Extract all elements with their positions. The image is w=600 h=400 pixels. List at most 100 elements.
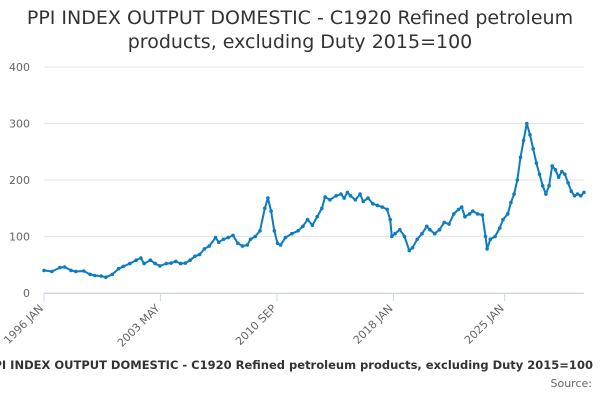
data-point[interactable] [375, 203, 380, 208]
data-point[interactable] [296, 229, 300, 233]
data-point[interactable] [169, 261, 173, 265]
data-point[interactable] [334, 194, 339, 198]
data-point[interactable] [202, 247, 207, 251]
data-point[interactable] [69, 268, 73, 273]
data-point[interactable] [121, 264, 126, 269]
data-point[interactable] [245, 243, 250, 247]
data-point[interactable] [371, 201, 375, 206]
data-point[interactable] [366, 196, 370, 200]
data-point[interactable] [88, 272, 92, 277]
data-point[interactable] [275, 241, 280, 246]
data-point[interactable] [62, 265, 67, 269]
data-point[interactable] [269, 209, 273, 213]
data-point[interactable] [216, 240, 221, 244]
data-point[interactable] [493, 234, 497, 239]
data-point[interactable] [544, 192, 548, 196]
data-point[interactable] [579, 194, 583, 198]
data-point[interactable] [531, 147, 535, 151]
data-point[interactable] [506, 212, 510, 216]
data-point[interactable] [283, 235, 288, 240]
data-point[interactable] [236, 241, 240, 246]
data-point[interactable] [301, 224, 305, 229]
data-point[interactable] [388, 217, 393, 222]
data-point[interactable] [537, 172, 542, 177]
data-point[interactable] [258, 229, 262, 233]
data-point[interactable] [207, 244, 211, 248]
data-point[interactable] [410, 246, 415, 250]
data-point[interactable] [42, 268, 46, 273]
data-point[interactable] [110, 272, 115, 277]
data-point[interactable] [380, 205, 385, 209]
data-point[interactable] [498, 226, 502, 230]
data-point[interactable] [148, 258, 153, 263]
data-point[interactable] [193, 254, 197, 259]
data-point[interactable] [525, 121, 529, 126]
data-point[interactable] [358, 192, 362, 196]
data-point[interactable] [488, 237, 493, 242]
data-point[interactable] [563, 172, 567, 177]
data-point[interactable] [471, 209, 475, 213]
legend[interactable]: PPI INDEX OUTPUT DOMESTIC - C1920 Refine… [0, 358, 600, 372]
data-point[interactable] [348, 194, 353, 198]
data-point[interactable] [569, 189, 574, 194]
data-point[interactable] [432, 231, 437, 236]
data-point[interactable] [58, 265, 62, 270]
data-point[interactable] [572, 194, 577, 198]
data-point[interactable] [398, 227, 402, 232]
data-point[interactable] [231, 233, 235, 238]
data-point[interactable] [339, 192, 343, 196]
data-point[interactable] [213, 235, 218, 240]
data-point[interactable] [188, 258, 192, 263]
data-point[interactable] [407, 248, 412, 253]
data-point[interactable] [456, 207, 461, 212]
data-point[interactable] [442, 220, 447, 225]
data-point[interactable] [142, 261, 146, 266]
data-point[interactable] [566, 181, 570, 185]
data-point[interactable] [385, 207, 389, 212]
data-point[interactable] [310, 223, 315, 227]
data-point[interactable] [328, 198, 332, 202]
data-point[interactable] [550, 164, 554, 168]
data-point[interactable] [390, 234, 394, 239]
data-point[interactable] [178, 261, 183, 266]
data-point[interactable] [134, 258, 138, 263]
data-point[interactable] [582, 190, 586, 195]
data-point[interactable] [128, 261, 132, 266]
data-point[interactable] [501, 217, 505, 222]
data-point[interactable] [226, 235, 230, 240]
data-point[interactable] [420, 231, 424, 236]
data-point[interactable] [290, 231, 294, 236]
data-point[interactable] [560, 169, 564, 174]
data-point[interactable] [509, 200, 513, 205]
data-point[interactable] [452, 212, 456, 216]
data-point[interactable] [345, 190, 350, 195]
data-point[interactable] [534, 161, 539, 165]
data-point[interactable] [540, 183, 545, 188]
data-point[interactable] [485, 247, 489, 251]
data-point[interactable] [164, 261, 169, 266]
data-point[interactable] [521, 138, 526, 143]
data-point[interactable] [447, 222, 451, 226]
data-point[interactable] [437, 227, 442, 232]
data-point[interactable] [547, 183, 551, 188]
data-point[interactable] [74, 269, 78, 274]
data-point[interactable] [467, 212, 472, 216]
data-point[interactable] [305, 217, 310, 222]
data-point[interactable] [197, 252, 202, 257]
data-point[interactable] [253, 234, 257, 239]
data-point[interactable] [153, 261, 157, 266]
data-point[interactable] [515, 178, 520, 182]
data-point[interactable] [81, 269, 86, 273]
data-point[interactable] [528, 133, 532, 137]
data-point[interactable] [221, 237, 226, 242]
data-point[interactable] [361, 199, 366, 204]
data-point[interactable] [320, 206, 324, 211]
data-point[interactable] [342, 196, 347, 200]
data-point[interactable] [575, 192, 580, 196]
data-point[interactable] [353, 198, 358, 202]
data-point[interactable] [553, 168, 558, 172]
data-point[interactable] [428, 227, 432, 232]
data-point[interactable] [415, 237, 420, 242]
data-point[interactable] [50, 269, 54, 274]
data-point[interactable] [248, 237, 253, 242]
